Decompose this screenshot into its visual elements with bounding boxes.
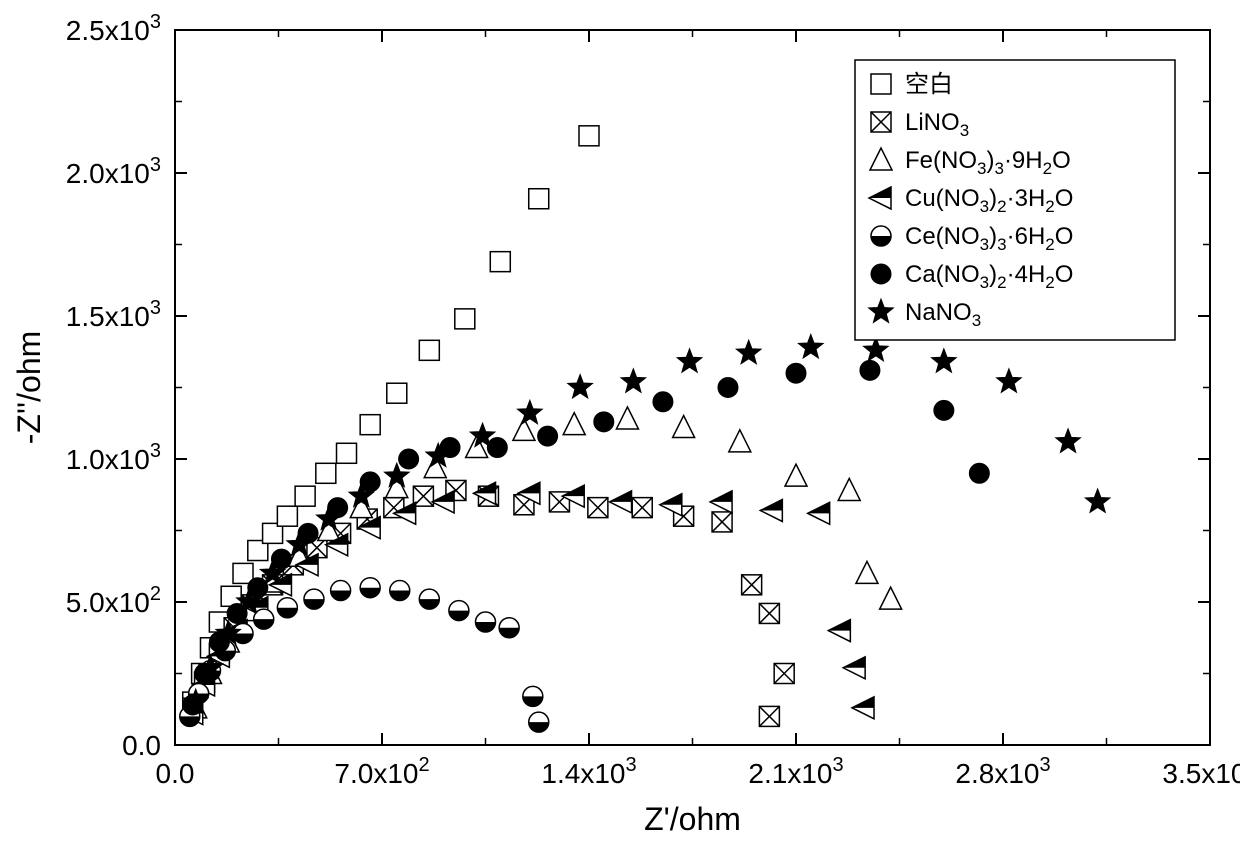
legend-label: NaNO3 [905, 299, 981, 330]
x-tick-label: 0.0 [156, 758, 195, 789]
y-tick-label: 0.0 [122, 730, 161, 761]
y-axis-label: -Z''/ohm [11, 331, 47, 445]
legend-label: 空白 [905, 71, 953, 98]
nyquist-plot: 0.0 7.0x102 1.4x103 2.1x103 2.8x103 3.5x103 0.… [0, 0, 1240, 867]
x-tick-label: 7.0x102 [334, 754, 429, 789]
y-tick-label: 2.0x103 [66, 154, 161, 189]
x-tick-label: 2.1x103 [748, 754, 843, 789]
series-LiNO3 [183, 480, 794, 726]
y-tick-label: 1.5x103 [66, 297, 161, 332]
x-axis-label: Z'/ohm [644, 801, 741, 837]
x-tick-label: 3.5x103 [1162, 754, 1240, 789]
y-tick-label: 5.0x102 [66, 583, 161, 618]
legend: 空白LiNO3Fe(NO3)3·9H2OCu(NO3)2·3H2OCe(NO3)… [855, 60, 1175, 340]
y-tick-label: 2.5x103 [66, 11, 161, 46]
legend-item: 空白 [871, 71, 953, 98]
x-tick-label: 2.8x103 [955, 754, 1050, 789]
legend-label: LiNO3 [905, 109, 969, 140]
x-tick-label: 1.4x103 [541, 754, 636, 789]
series-NaNO3 [183, 334, 1110, 712]
series-Ca(NO3)2·4H2O [183, 360, 990, 715]
y-tick-label: 1.0x103 [66, 440, 161, 475]
